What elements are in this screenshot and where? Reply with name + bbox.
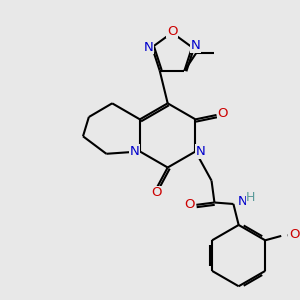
Text: O: O [151,186,161,200]
Text: H: H [246,191,256,204]
Text: N: N [238,195,247,208]
Text: N: N [196,145,206,158]
Text: N: N [144,41,154,54]
Text: N: N [130,145,140,158]
Text: N: N [191,39,200,52]
Text: O: O [218,107,228,120]
Text: O: O [289,228,300,241]
Text: O: O [167,25,177,38]
Text: O: O [185,198,195,211]
